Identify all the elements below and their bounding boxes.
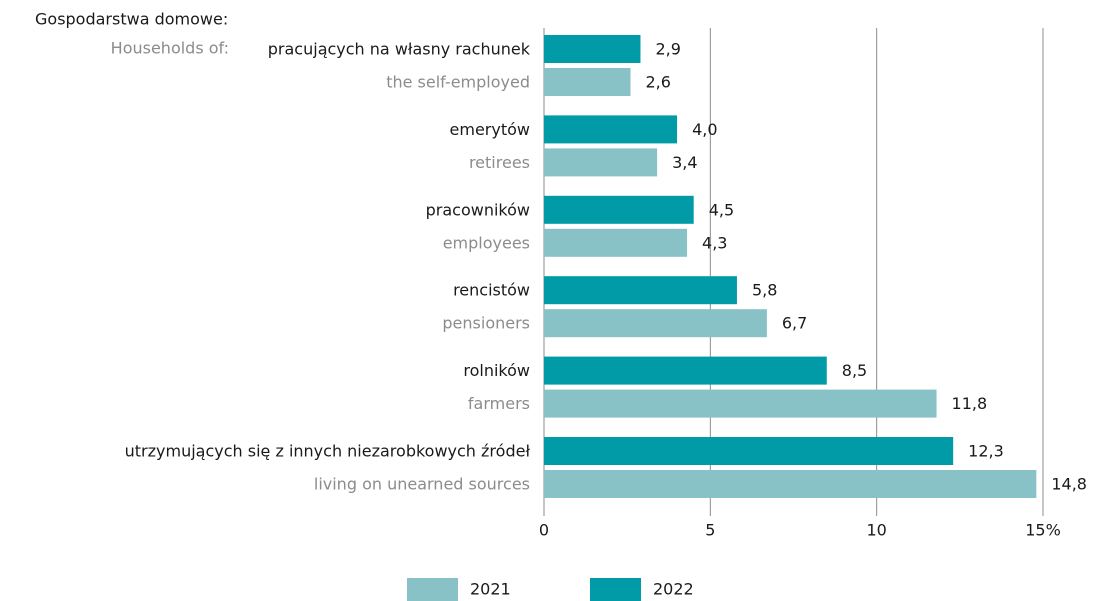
category-label: rencistów: [453, 281, 530, 300]
bar: [544, 115, 678, 144]
bar: [544, 195, 694, 224]
data-label: 14,8: [1051, 475, 1087, 494]
bar: [544, 437, 954, 465]
legend-label: 2021: [470, 580, 511, 599]
x-tick-label: 5: [705, 521, 715, 540]
data-label: 6,7: [782, 314, 807, 333]
data-label: 4,3: [702, 233, 727, 252]
bar: [544, 68, 631, 96]
x-tick-label: 0: [539, 521, 549, 540]
bar: [544, 470, 1037, 498]
bar: [544, 35, 641, 63]
category-label-en: the self-employed: [386, 73, 530, 92]
category-label: pracujących na własny rachunek: [268, 40, 531, 59]
chart-title: Gospodarstwa domowe:: [35, 10, 228, 29]
data-label: 4,0: [692, 120, 717, 139]
chart-subtitle: Households of:: [111, 39, 229, 58]
data-label: 8,5: [842, 361, 867, 380]
data-label: 2,9: [655, 40, 680, 59]
data-label: 11,8: [952, 394, 988, 413]
bar: [544, 228, 688, 257]
legend-swatch: [407, 578, 458, 601]
category-label-en: employees: [443, 233, 530, 252]
legend-swatch: [590, 578, 641, 601]
category-label: utrzymujących się z innych niezarobkowyc…: [125, 442, 531, 461]
bar: [544, 389, 937, 418]
bar: [544, 148, 658, 177]
bar: [544, 309, 767, 338]
x-tick-label: 15%: [1025, 521, 1061, 540]
category-label: emerytów: [450, 120, 530, 139]
category-label: rolników: [463, 361, 530, 380]
data-label: 12,3: [968, 442, 1004, 461]
bar: [544, 356, 827, 385]
category-label-en: retirees: [469, 153, 530, 172]
data-label: 3,4: [672, 153, 697, 172]
data-label: 4,5: [709, 200, 734, 219]
data-label: 5,8: [752, 281, 777, 300]
legend-label: 2022: [653, 580, 694, 599]
category-label-en: farmers: [468, 394, 530, 413]
bar: [544, 276, 737, 305]
category-label-en: pensioners: [442, 314, 530, 333]
category-label-en: living on unearned sources: [314, 475, 530, 494]
x-tick-label: 10: [866, 521, 886, 540]
data-label: 2,6: [645, 73, 670, 92]
category-label: pracowników: [426, 200, 530, 219]
